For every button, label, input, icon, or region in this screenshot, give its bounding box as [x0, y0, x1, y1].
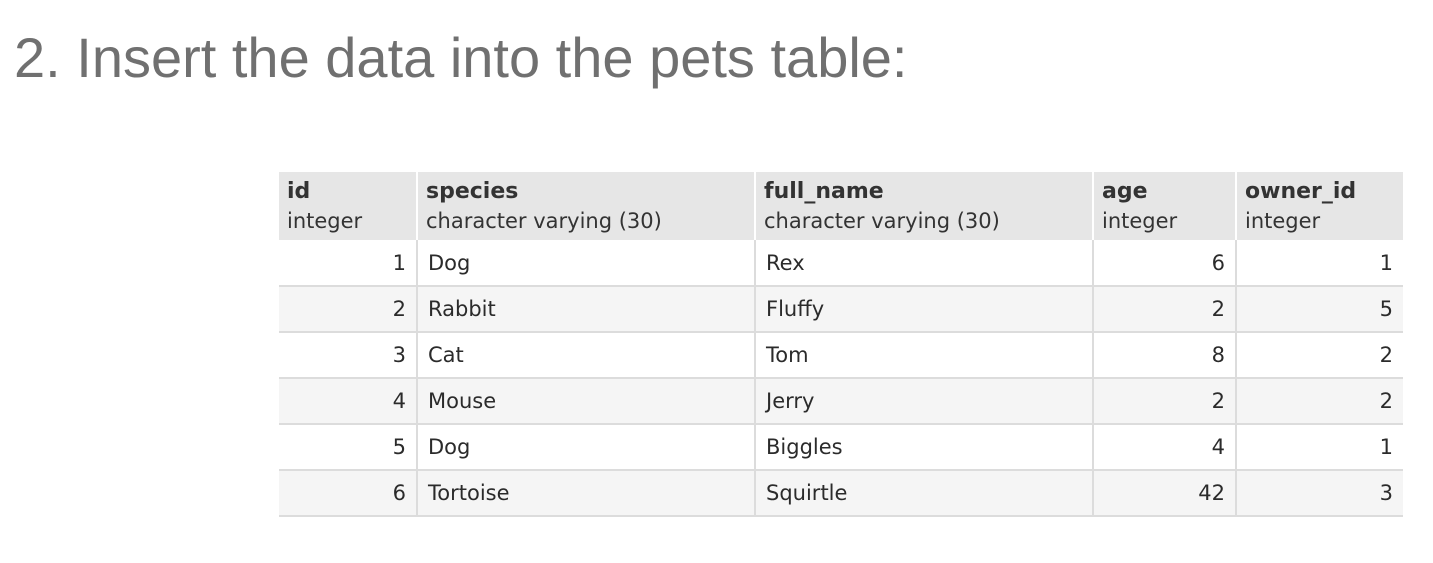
column-name: full_name — [764, 179, 884, 204]
cell-full-name: Squirtle — [755, 470, 1094, 517]
column-type: integer — [1102, 209, 1178, 233]
cell-id: 3 — [279, 332, 418, 379]
cell-owner-id: 2 — [1236, 332, 1403, 379]
column-name: age — [1102, 179, 1148, 204]
cell-full-name: Jerry — [755, 378, 1094, 425]
column-header-species: species character varying (30) — [417, 172, 756, 240]
cell-age: 42 — [1093, 470, 1237, 517]
cell-owner-id: 1 — [1236, 240, 1403, 287]
cell-owner-id: 5 — [1236, 286, 1403, 333]
cell-age: 2 — [1093, 378, 1237, 425]
column-type: integer — [287, 209, 363, 233]
table-row: 1 Dog Rex 6 1 — [279, 240, 1403, 287]
column-name: owner_id — [1245, 179, 1357, 204]
cell-owner-id: 3 — [1236, 470, 1403, 517]
column-header-full-name: full_name character varying (30) — [755, 172, 1094, 240]
column-header-id: id integer — [279, 172, 418, 240]
cell-id: 1 — [279, 240, 418, 287]
cell-id: 2 — [279, 286, 418, 333]
table-row: 5 Dog Biggles 4 1 — [279, 424, 1403, 471]
cell-age: 4 — [1093, 424, 1237, 471]
table-header-row: id integer species character varying (30… — [279, 172, 1403, 240]
cell-species: Dog — [417, 240, 756, 287]
cell-species: Rabbit — [417, 286, 756, 333]
cell-species: Cat — [417, 332, 756, 379]
table-row: 3 Cat Tom 8 2 — [279, 332, 1403, 379]
cell-full-name: Rex — [755, 240, 1094, 287]
table-row: 2 Rabbit Fluffy 2 5 — [279, 286, 1403, 333]
pets-table: id integer species character varying (30… — [279, 172, 1403, 517]
column-name: species — [426, 179, 519, 204]
column-name: id — [287, 179, 311, 204]
column-type: integer — [1245, 209, 1321, 233]
cell-species: Mouse — [417, 378, 756, 425]
cell-age: 2 — [1093, 286, 1237, 333]
cell-age: 6 — [1093, 240, 1237, 287]
page-title: 2. Insert the data into the pets table: — [14, 26, 908, 89]
cell-id: 4 — [279, 378, 418, 425]
cell-owner-id: 2 — [1236, 378, 1403, 425]
cell-owner-id: 1 — [1236, 424, 1403, 471]
table-row: 4 Mouse Jerry 2 2 — [279, 378, 1403, 425]
cell-age: 8 — [1093, 332, 1237, 379]
cell-species: Tortoise — [417, 470, 756, 517]
cell-id: 5 — [279, 424, 418, 471]
column-type: character varying (30) — [764, 209, 1000, 233]
cell-species: Dog — [417, 424, 756, 471]
cell-full-name: Fluffy — [755, 286, 1094, 333]
column-header-owner-id: owner_id integer — [1236, 172, 1403, 240]
cell-full-name: Tom — [755, 332, 1094, 379]
column-type: character varying (30) — [426, 209, 662, 233]
table-row: 6 Tortoise Squirtle 42 3 — [279, 470, 1403, 517]
column-header-age: age integer — [1093, 172, 1237, 240]
cell-full-name: Biggles — [755, 424, 1094, 471]
cell-id: 6 — [279, 470, 418, 517]
pets-table-container: id integer species character varying (30… — [279, 172, 1403, 517]
